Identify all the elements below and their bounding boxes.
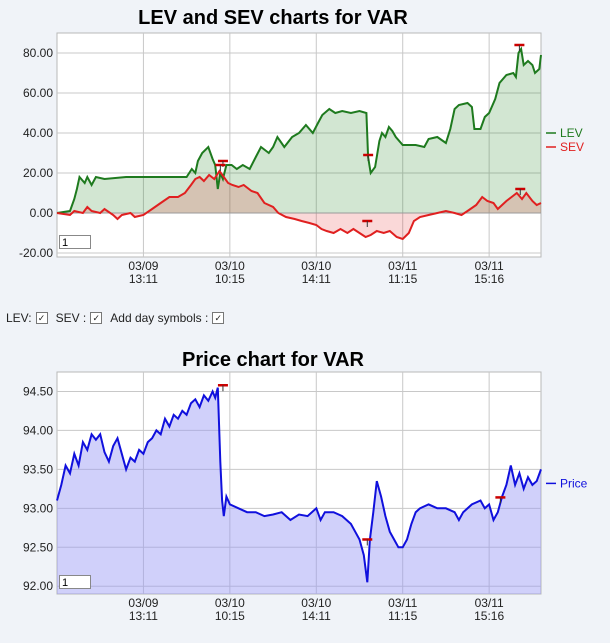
x-tick-label-date: 03/11 [388,259,417,273]
y-tick-label: -20.00 [19,246,53,260]
chart-options: LEV: ✓ SEV : ✓ Add day symbols : ✓ [6,311,228,325]
x-tick-label-time: 14:11 [302,609,331,623]
price-chart-title: Price chart for VAR [182,349,364,371]
lev-series-line [56,46,542,214]
x-tick-label-date: 03/09 [128,259,158,273]
x-tick-label-time: 10:15 [215,272,245,286]
y-tick-label: 93.50 [23,462,53,476]
x-tick-label-date: 03/10 [301,596,331,610]
sev-option-label: SEV : [55,311,87,325]
y-tick-label: 92.00 [23,579,53,593]
price-chart: Price chart for VAR 94.50 94.00 93.50 93.00… [23,349,588,623]
lev-sev-chart: LEV and SEV charts for VAR 80.00 60.00 40.… [19,7,584,286]
y-tick-label: 20.00 [23,166,53,180]
x-tick-label-time: 13:11 [129,609,158,623]
x-tick-label-time: 13:11 [129,272,158,286]
day-symbols-checkbox[interactable]: ✓ [212,312,225,324]
y-tick-label: 92.50 [23,540,53,554]
y-tick-label: 0.00 [30,206,54,220]
price-area-fill [57,387,541,594]
x-tick-label-time: 15:16 [474,609,504,623]
lev-legend-label: LEV [560,126,583,140]
y-tick-label: 94.00 [23,423,53,437]
lev-option-label: LEV: [6,311,32,325]
lev-checkbox[interactable]: ✓ [35,312,48,324]
y-tick-label: 40.00 [23,126,53,140]
x-tick-label-time: 11:15 [388,272,417,286]
x-tick-label-date: 03/10 [215,596,245,610]
x-tick-label-date: 03/09 [128,596,158,610]
x-tick-label-date: 03/11 [388,596,417,610]
x-tick-label-time: 15:16 [474,272,504,286]
lev-area-fill [57,49,541,213]
x-tick-label-time: 10:15 [215,609,245,623]
x-tick-label-date: 03/11 [475,259,504,273]
x-tick-label-date: 03/10 [215,259,245,273]
day-symbols-option-label: Add day symbols : [110,311,209,325]
sev-series-line [56,169,542,241]
price-series-line [56,387,542,583]
lev-sev-chart-title: LEV and SEV charts for VAR [138,7,408,29]
price-zoom-input[interactable]: 1 [59,575,91,589]
price-plot-area [56,371,542,595]
lev-zoom-input[interactable]: 1 [59,235,91,249]
x-tick-label-time: 11:15 [388,609,417,623]
price-legend-label: Price [560,476,588,490]
y-tick-label: 80.00 [23,46,53,60]
sev-legend-label: SEV [560,140,584,154]
x-tick-label-time: 14:11 [302,272,331,286]
sev-checkbox[interactable]: ✓ [90,312,103,324]
y-tick-label: 93.00 [23,501,53,515]
x-tick-label-date: 03/11 [475,596,504,610]
y-tick-label: 60.00 [23,86,53,100]
x-tick-label-date: 03/10 [301,259,331,273]
y-tick-label: 94.50 [23,384,53,398]
